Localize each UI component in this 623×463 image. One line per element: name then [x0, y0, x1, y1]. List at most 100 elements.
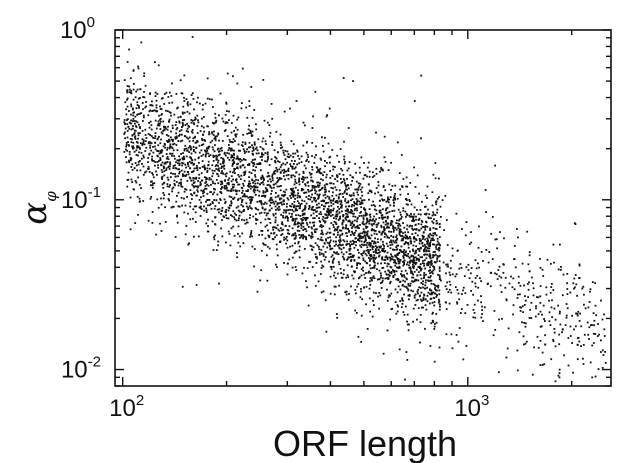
data-point [340, 205, 343, 208]
data-point [406, 255, 408, 257]
data-point [217, 182, 220, 185]
data-point [375, 223, 378, 226]
data-point [194, 211, 197, 214]
data-point [427, 261, 430, 263]
data-point [577, 310, 580, 313]
data-point [405, 185, 408, 188]
data-point [174, 236, 177, 238]
data-point [396, 141, 399, 144]
data-point [336, 180, 339, 183]
data-point [265, 214, 268, 217]
data-point [531, 373, 534, 376]
data-point [255, 217, 257, 220]
data-point [223, 164, 226, 167]
data-point [192, 179, 195, 182]
data-point [365, 225, 367, 228]
data-point [235, 135, 237, 138]
data-point [420, 227, 423, 230]
data-point [366, 232, 369, 235]
data-point [179, 116, 182, 118]
data-point [169, 152, 172, 155]
data-point [396, 238, 398, 241]
data-point [282, 149, 285, 152]
data-point [456, 302, 459, 305]
data-point [465, 221, 468, 223]
data-point [236, 82, 239, 85]
data-point [358, 276, 361, 279]
data-point [324, 165, 326, 168]
data-point [369, 283, 372, 286]
data-point [354, 226, 357, 229]
data-point [216, 155, 219, 158]
data-point [363, 232, 366, 234]
data-point [375, 292, 377, 294]
data-point [412, 215, 415, 218]
data-point [307, 189, 309, 191]
data-point [329, 248, 332, 251]
data-point [411, 266, 414, 268]
data-point [159, 128, 162, 130]
data-point [366, 230, 369, 233]
data-point [363, 273, 366, 276]
data-point [399, 188, 401, 191]
data-point [182, 162, 185, 165]
data-point [239, 160, 242, 163]
data-point [154, 161, 157, 163]
data-point [308, 195, 310, 197]
data-point [358, 240, 361, 242]
data-point [417, 298, 419, 301]
data-point [383, 236, 386, 238]
data-point [309, 244, 312, 247]
data-point [247, 196, 250, 199]
data-point [352, 277, 355, 280]
data-point [355, 244, 357, 247]
data-point [339, 234, 342, 237]
data-point [292, 195, 295, 198]
data-point [163, 125, 165, 128]
data-point [218, 154, 220, 157]
data-point [206, 178, 208, 180]
data-point [306, 158, 309, 161]
data-point [320, 224, 323, 227]
data-point [433, 261, 436, 263]
data-point [388, 198, 391, 201]
data-point [420, 306, 423, 309]
data-point [218, 208, 221, 211]
data-point [385, 242, 388, 245]
data-point [153, 182, 156, 185]
data-point [378, 292, 381, 294]
data-point [150, 135, 153, 137]
data-point [254, 174, 256, 176]
data-point [355, 229, 357, 232]
data-point [438, 177, 440, 180]
data-point [227, 206, 230, 209]
data-point [532, 282, 534, 285]
data-point [353, 194, 355, 197]
data-point [126, 130, 129, 132]
data-point [202, 126, 205, 129]
data-point [444, 285, 447, 288]
data-point [160, 169, 163, 171]
data-point [144, 84, 147, 87]
data-point [487, 282, 489, 285]
data-point [181, 175, 184, 177]
data-point [369, 267, 372, 270]
data-point [291, 166, 294, 169]
data-point [418, 242, 421, 245]
data-point [229, 170, 232, 173]
data-point [189, 177, 192, 180]
data-point [378, 231, 381, 234]
data-point [517, 282, 520, 284]
data-point [193, 123, 196, 126]
data-point [169, 136, 172, 139]
data-point [310, 172, 313, 175]
data-point [387, 296, 390, 299]
data-point [298, 162, 300, 165]
data-point [421, 242, 423, 245]
data-point [474, 282, 477, 285]
data-point [139, 97, 141, 99]
data-point [243, 209, 245, 211]
data-point [373, 232, 376, 235]
data-point [306, 176, 309, 179]
data-point [431, 220, 434, 223]
